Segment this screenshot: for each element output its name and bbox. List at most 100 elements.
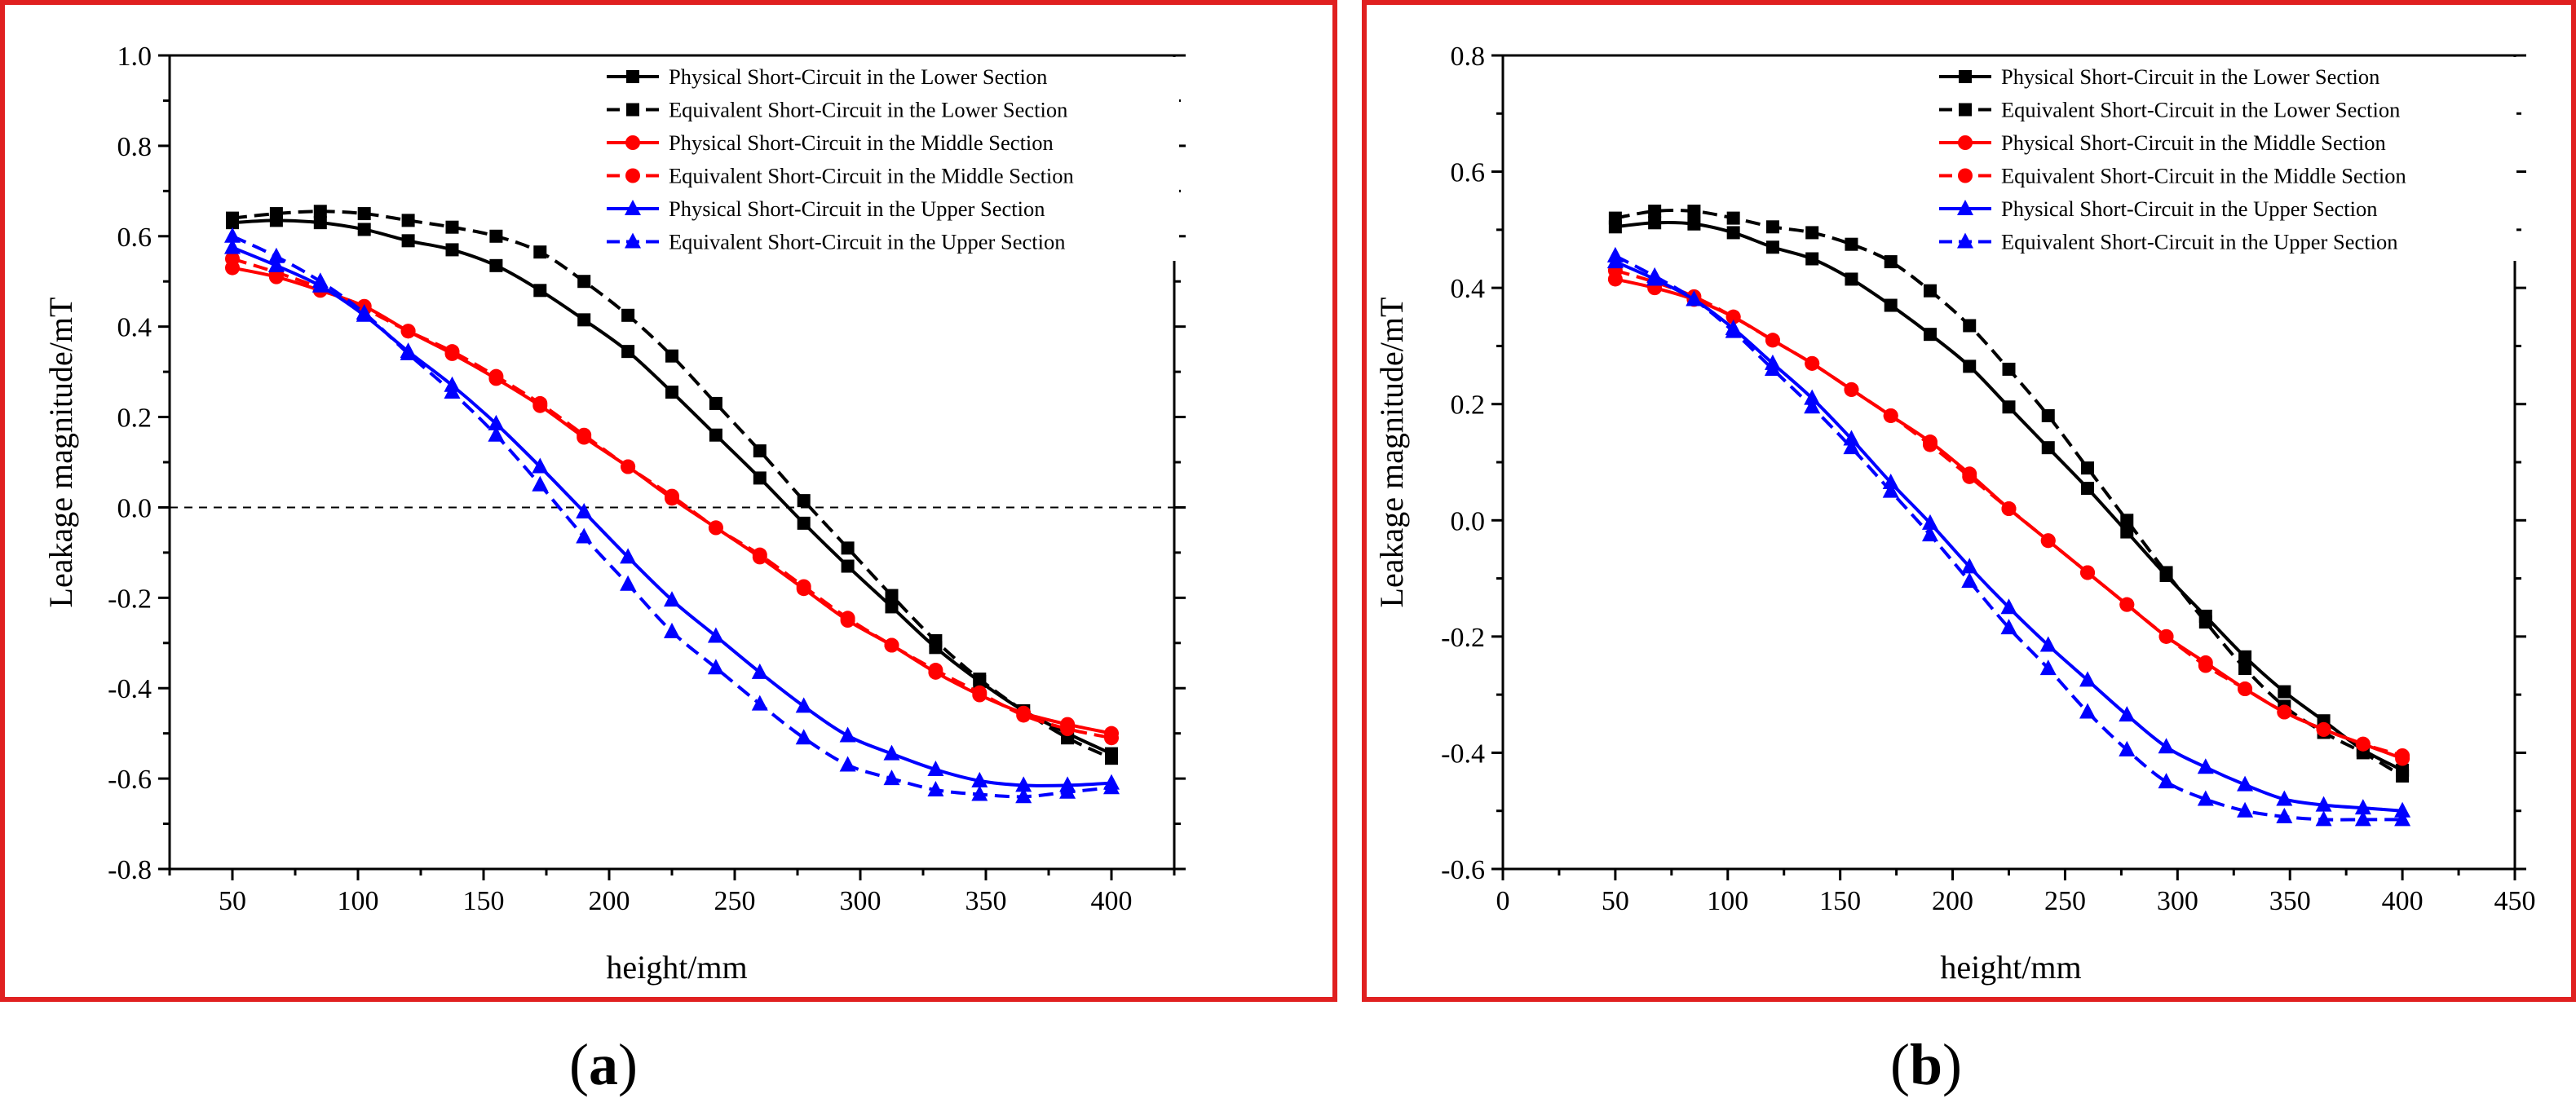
panel-a-series-middle-equivalent-line — [232, 257, 1112, 740]
panel-b-xtick-label: 200 — [1932, 886, 1973, 916]
panel-a-series-lower-physical-point-12 — [753, 471, 767, 485]
panel-a-series-lower-physical-point-8 — [577, 313, 591, 327]
panel-b-series-upper-physical-point-16 — [2237, 775, 2254, 792]
panel-b-frame — [1362, 0, 2576, 1002]
panel-b-xtick-label: 450 — [2494, 886, 2536, 916]
panel-a-series-lower-equivalent-point-13 — [797, 494, 811, 508]
panel-a-series-upper-physical-point-16 — [927, 761, 944, 777]
panel-b-xlabel: height/mm — [1940, 949, 2081, 986]
panel-b-series-lower-equivalent-point-3 — [1726, 211, 1740, 225]
panel-b-ytick-label: 0.8 — [1451, 42, 1486, 72]
panel-b-series-lower-equivalent-point-15 — [2198, 615, 2212, 629]
panel-b-series-middle-equivalent-point-4 — [1765, 333, 1780, 348]
panel-b-series-middle-equivalent-point-7 — [1883, 408, 1898, 423]
panel-a-xtick-label: 350 — [965, 886, 1007, 916]
panel-a-series-middle-equivalent-point-4 — [400, 324, 416, 339]
panel-b-legend-entry-6-marker-point-0 — [1957, 232, 1973, 249]
panel-a-series-upper-equivalent-point-11 — [707, 659, 724, 675]
panel-b-series-middle-equivalent-point-12 — [2080, 565, 2096, 580]
panel-a-series-middle-equivalent-point-7 — [532, 395, 548, 411]
panel-b-series-lower-equivalent-point-6 — [1845, 237, 1858, 251]
panel-b-legend-entry-1: Physical Short-Circuit in the Lower Sect… — [1939, 64, 2379, 89]
panel-a-series-middle-equivalent-point-6 — [488, 368, 504, 384]
panel-a-series-upper-physical-point-0 — [224, 238, 241, 254]
panel-b-series-middle-equivalent-point-15 — [2198, 658, 2213, 673]
panel-b-series-lower-physical-point-10 — [2002, 400, 2016, 414]
panel-a-legend-entry-4-label: Equivalent Short-Circuit in the Middle S… — [669, 164, 1074, 188]
panel-a-series-upper-equivalent-point-0 — [224, 227, 241, 243]
panel-a: 50 100 150 200 250 300 350 400 -0.8 -0.6 -0.4 -0.2 0… — [0, 0, 1337, 1002]
panel-b-series-upper-physical-point-10 — [2000, 598, 2017, 615]
panel-a-xlabel: height/mm — [606, 949, 747, 986]
panel-b-series-upper-equivalent-point-18 — [2315, 810, 2332, 827]
panel-b-legend-entry-3: Physical Short-Circuit in the Middle Sec… — [1939, 130, 2386, 155]
panel-a-ylabel: Leakage magnitude/mT — [42, 298, 79, 608]
panel-a-series-upper-equivalent-point-1 — [267, 247, 285, 263]
panel-a-legend-entry-4-marker-point-0 — [625, 168, 640, 183]
panel-a-series-middle-equivalent-point-18 — [1016, 708, 1032, 723]
panel-b-series-lower-physical-point-7 — [1884, 298, 1898, 312]
panel-b-series-lower-equivalent-point-5 — [1805, 226, 1819, 240]
panel-a-ytick-label: -0.4 — [108, 674, 152, 704]
panel-b-legend-entry-4: Equivalent Short-Circuit in the Middle S… — [1939, 164, 2406, 188]
panel-b-series-lower-equivalent-point-8 — [1923, 284, 1937, 298]
panel-b-series-lower-physical-point-9 — [1963, 359, 1977, 373]
panel-a-series-middle-equivalent-point-17 — [972, 685, 988, 700]
panel-a-series-upper-equivalent-point-20 — [1103, 778, 1120, 795]
panel-b-series-upper-equivalent-point-2 — [1686, 290, 1703, 307]
panel-a-legend-entry-4: Equivalent Short-Circuit in the Middle S… — [607, 164, 1074, 188]
panel-b-legend-entry-1-label: Physical Short-Circuit in the Lower Sect… — [2001, 64, 2379, 89]
panel-a-series-lower-equivalent-point-2 — [313, 205, 327, 218]
panel-b-legend-entry-3-label: Physical Short-Circuit in the Middle Sec… — [2001, 130, 2386, 155]
panel-a-legend-entry-1: Physical Short-Circuit in the Lower Sect… — [607, 64, 1047, 89]
panel-b-series-upper-physical-point-12 — [2079, 671, 2097, 687]
panel-b-series-middle-equivalent-point-18 — [2316, 721, 2331, 737]
panel-a-series-upper-equivalent-line — [232, 234, 1112, 799]
panel-a-series-upper-equivalent-point-8 — [576, 527, 593, 544]
panel-a-series-upper-equivalent-point-6 — [488, 426, 505, 442]
panel-b-ytick-label: -0.2 — [1441, 623, 1485, 653]
panel-a-xtick-label: 300 — [840, 886, 881, 916]
panel-a-ytick-label: 0.0 — [117, 493, 152, 523]
panel-a-series-upper-equivalent-point-9 — [620, 575, 637, 591]
panel-b-series-middle-equivalent-point-8 — [1922, 437, 1938, 452]
panel-b-series-lower-equivalent-point-2 — [1687, 205, 1701, 218]
panel-a-series-upper-equivalent-point-2 — [312, 272, 329, 289]
panel-a-ytick-label: 0.6 — [117, 223, 152, 253]
panel-b-xtick-label: 400 — [2382, 886, 2424, 916]
panel-a-label-letter: a — [589, 1032, 618, 1097]
panel-b-series-upper-equivalent-point-11 — [2039, 659, 2057, 676]
panel-a-series-middle-equivalent — [225, 251, 1119, 746]
panel-a-label-close: ) — [618, 1032, 638, 1097]
panel-b-series-lower-physical-point-17 — [2278, 685, 2291, 699]
panel-a-series-lower-equivalent-point-10 — [665, 349, 678, 363]
panel-a-legend-entry-1-label: Physical Short-Circuit in the Lower Sect… — [669, 64, 1047, 89]
panel-b-series-upper-equivalent-point-16 — [2237, 801, 2254, 818]
panel-b-series-lower-equivalent-point-1 — [1648, 205, 1662, 218]
panel-b-series-upper-equivalent-point-20 — [2394, 810, 2411, 827]
panel-b-series-upper-physical-point-17 — [2276, 790, 2293, 806]
panel-a-series-lower-physical-point-4 — [401, 234, 415, 248]
panel-b-series-middle-equivalent-point-13 — [2119, 597, 2135, 612]
panel-b-legend-entry-1-marker-point-0 — [1959, 70, 1972, 83]
panel-b-series-middle-equivalent-point-11 — [2040, 533, 2056, 549]
panel-b-legend-entry-6-label: Equivalent Short-Circuit in the Upper Se… — [2001, 230, 2397, 254]
panel-a-series-upper-physical-point-9 — [620, 548, 637, 564]
panel-a-xtick-label: 150 — [463, 886, 505, 916]
panel-b-series-upper-equivalent-point-14 — [2158, 773, 2175, 789]
panel-b-series-lower-physical-point-12 — [2081, 482, 2095, 496]
panel-b-series-lower-equivalent-point-16 — [2238, 662, 2252, 676]
panel-a-series-upper-equivalent-point-4 — [400, 344, 417, 360]
panel-b-series-lower-physical-point-2 — [1687, 217, 1701, 231]
panel-a-legend-entry-5-marker-point-0 — [625, 200, 641, 215]
panel-b-legend-entry-5-label: Physical Short-Circuit in the Upper Sect… — [2001, 196, 2377, 221]
panel-b-plot: 0 50 100 150 200 250 300 350 400 450 -0.6 -0.4 -0.2 0… — [1441, 42, 2535, 916]
panel-a-series-upper-equivalent-point-3 — [356, 304, 373, 320]
panel-b-series-upper-equivalent-point-17 — [2276, 807, 2293, 823]
panel-b-series-lower-physical — [1608, 216, 2410, 777]
panel-b-xtick-label: 0 — [1496, 886, 1510, 916]
panel-b-legend-entry-4-label: Equivalent Short-Circuit in the Middle S… — [2001, 164, 2406, 188]
panel-a-ytick-label: 1.0 — [117, 42, 152, 72]
panel-b-series-lower-equivalent-point-0 — [1608, 211, 1622, 225]
